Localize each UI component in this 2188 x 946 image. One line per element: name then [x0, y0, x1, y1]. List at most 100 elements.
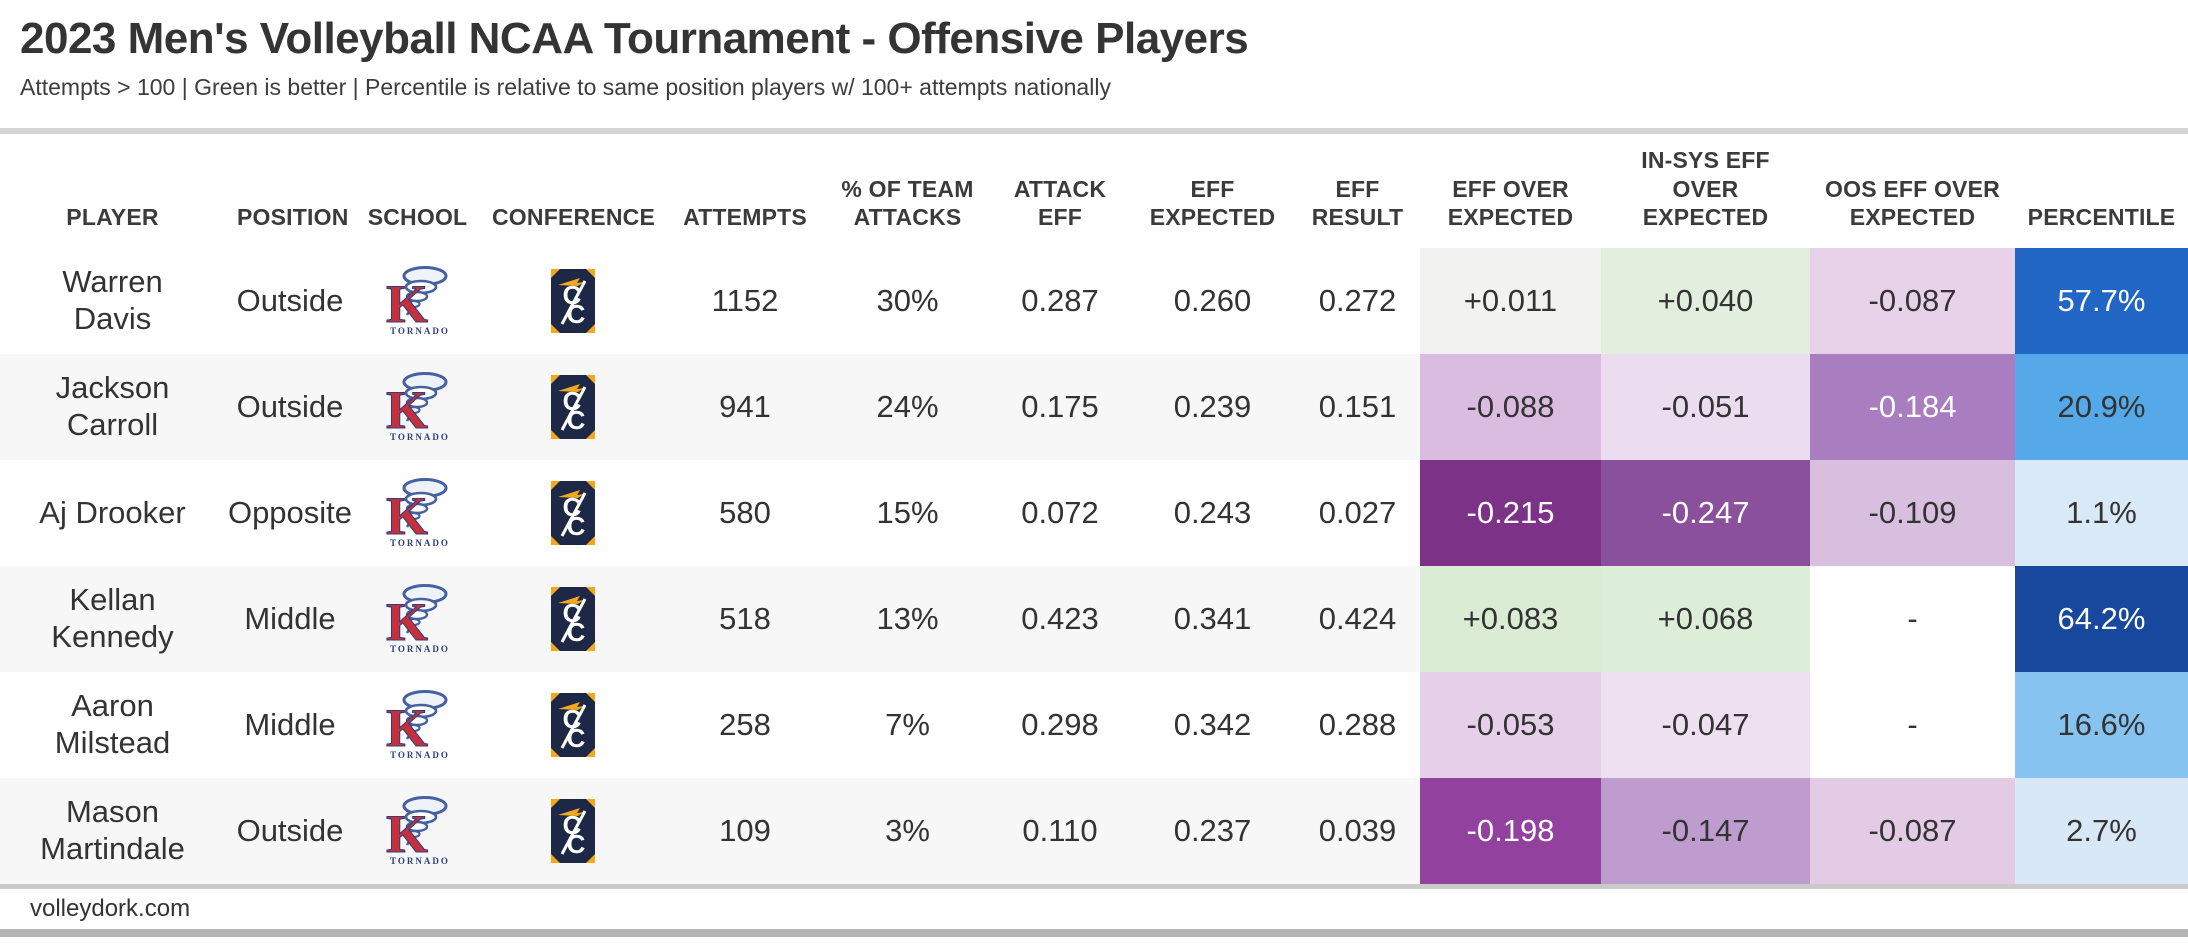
attack-eff-value: 0.072	[990, 460, 1130, 566]
percentile-cell: 20.9%	[2015, 354, 2188, 460]
eff-over-expected-cell: -0.198	[1420, 778, 1601, 884]
percentile-cell: 1.1%	[2015, 460, 2188, 566]
col-header-oos-eff-over-expected: OOS EFF OVER EXPECTED	[1810, 134, 2015, 248]
king-tornado-logo	[378, 265, 458, 337]
eff-expected-value: 0.243	[1130, 460, 1295, 566]
table-row: Aj Drooker Opposite 580 15% 0.072 0.243 …	[0, 460, 2188, 566]
insys-eff-over-expected-cell: -0.051	[1601, 354, 1810, 460]
eff-expected-value: 0.342	[1130, 672, 1295, 778]
player-position: Middle	[225, 672, 355, 778]
school-cell	[355, 248, 480, 354]
king-tornado-logo	[378, 371, 458, 443]
school-cell	[355, 566, 480, 672]
eff-expected-value: 0.239	[1130, 354, 1295, 460]
eff-result-value: 0.039	[1295, 778, 1420, 884]
eff-over-expected-cell: +0.011	[1420, 248, 1601, 354]
percentile-cell: 64.2%	[2015, 566, 2188, 672]
col-header-eff-over-expected: EFF OVER EXPECTED	[1420, 134, 1601, 248]
school-cell	[355, 778, 480, 884]
col-header-attempts: ATTEMPTS	[665, 134, 825, 248]
conference-logo	[551, 693, 595, 757]
insys-eff-over-expected-cell: +0.068	[1601, 566, 1810, 672]
col-header-team-attack-pct: % OF TEAM ATTACKS	[825, 134, 990, 248]
col-header-conference: CONFERENCE	[480, 134, 665, 248]
conference-logo	[551, 375, 595, 439]
conference-cell	[480, 354, 665, 460]
conference-logo	[551, 799, 595, 863]
eff-expected-value: 0.341	[1130, 566, 1295, 672]
attack-eff-value: 0.298	[990, 672, 1130, 778]
king-tornado-logo	[378, 795, 458, 867]
eff-over-expected-cell: -0.088	[1420, 354, 1601, 460]
insys-eff-over-expected-cell: +0.040	[1601, 248, 1810, 354]
attempts-value: 109	[665, 778, 825, 884]
attempts-value: 258	[665, 672, 825, 778]
attempts-value: 580	[665, 460, 825, 566]
col-header-position: POSITION	[225, 134, 355, 248]
conference-logo	[551, 481, 595, 545]
team-attack-pct-value: 7%	[825, 672, 990, 778]
col-header-attack-eff: ATTACK EFF	[990, 134, 1130, 248]
player-position: Outside	[225, 248, 355, 354]
col-header-eff-result: EFF RESULT	[1295, 134, 1420, 248]
player-position: Opposite	[225, 460, 355, 566]
conference-cell	[480, 778, 665, 884]
site-credit: volleydork.com	[30, 895, 191, 922]
table-row: Aaron Milstead Middle 258 7% 0.298 0.342…	[0, 672, 2188, 778]
oos-eff-over-expected-cell: -0.087	[1810, 778, 2015, 884]
attack-eff-value: 0.175	[990, 354, 1130, 460]
table-row: Kellan Kennedy Middle 518 13% 0.423 0.34…	[0, 566, 2188, 672]
insys-eff-over-expected-cell: -0.047	[1601, 672, 1810, 778]
attack-eff-value: 0.287	[990, 248, 1130, 354]
percentile-cell: 16.6%	[2015, 672, 2188, 778]
header-divider	[0, 128, 2188, 134]
table-row: Jackson Carroll Outside 941 24% 0.175 0.…	[0, 354, 2188, 460]
team-attack-pct-value: 30%	[825, 248, 990, 354]
oos-eff-over-expected-cell: -0.184	[1810, 354, 2015, 460]
player-name: Aaron Milstead	[0, 672, 225, 778]
oos-eff-over-expected-cell: -0.109	[1810, 460, 2015, 566]
col-header-percentile: PERCENTILE	[2015, 134, 2188, 248]
school-cell	[355, 460, 480, 566]
school-cell	[355, 672, 480, 778]
eff-expected-value: 0.260	[1130, 248, 1295, 354]
player-position: Outside	[225, 354, 355, 460]
conference-logo	[551, 269, 595, 333]
footer: volleydork.com	[0, 889, 2188, 929]
eff-expected-value: 0.237	[1130, 778, 1295, 884]
player-position: Outside	[225, 778, 355, 884]
player-position: Middle	[225, 566, 355, 672]
player-name: Warren Davis	[0, 248, 225, 354]
attack-eff-value: 0.110	[990, 778, 1130, 884]
team-attack-pct-value: 13%	[825, 566, 990, 672]
king-tornado-logo	[378, 689, 458, 761]
insys-eff-over-expected-cell: -0.247	[1601, 460, 1810, 566]
footer-divider-top	[0, 884, 2188, 889]
attempts-value: 518	[665, 566, 825, 672]
team-attack-pct-value: 24%	[825, 354, 990, 460]
oos-eff-over-expected-cell: -	[1810, 566, 2015, 672]
king-tornado-logo	[378, 583, 458, 655]
attempts-value: 1152	[665, 248, 825, 354]
percentile-cell: 2.7%	[2015, 778, 2188, 884]
eff-result-value: 0.151	[1295, 354, 1420, 460]
player-name: Jackson Carroll	[0, 354, 225, 460]
king-tornado-logo	[378, 477, 458, 549]
conference-cell	[480, 672, 665, 778]
eff-over-expected-cell: -0.053	[1420, 672, 1601, 778]
table-row: Mason Martindale Outside 109 3% 0.110 0.…	[0, 778, 2188, 884]
attack-eff-value: 0.423	[990, 566, 1130, 672]
col-header-insys-eff-over-expected: IN-SYS EFF OVER EXPECTED	[1601, 134, 1810, 248]
col-header-eff-expected: EFF EXPECTED	[1130, 134, 1295, 248]
footer-divider-bottom	[0, 929, 2188, 937]
school-cell	[355, 354, 480, 460]
team-attack-pct-value: 15%	[825, 460, 990, 566]
player-name: Kellan Kennedy	[0, 566, 225, 672]
insys-eff-over-expected-cell: -0.147	[1601, 778, 1810, 884]
col-header-player: PLAYER	[0, 134, 225, 248]
eff-over-expected-cell: -0.215	[1420, 460, 1601, 566]
percentile-cell: 57.7%	[2015, 248, 2188, 354]
header-block: 2023 Men's Volleyball NCAA Tournament - …	[0, 0, 2188, 128]
page-title: 2023 Men's Volleyball NCAA Tournament - …	[20, 14, 1249, 63]
